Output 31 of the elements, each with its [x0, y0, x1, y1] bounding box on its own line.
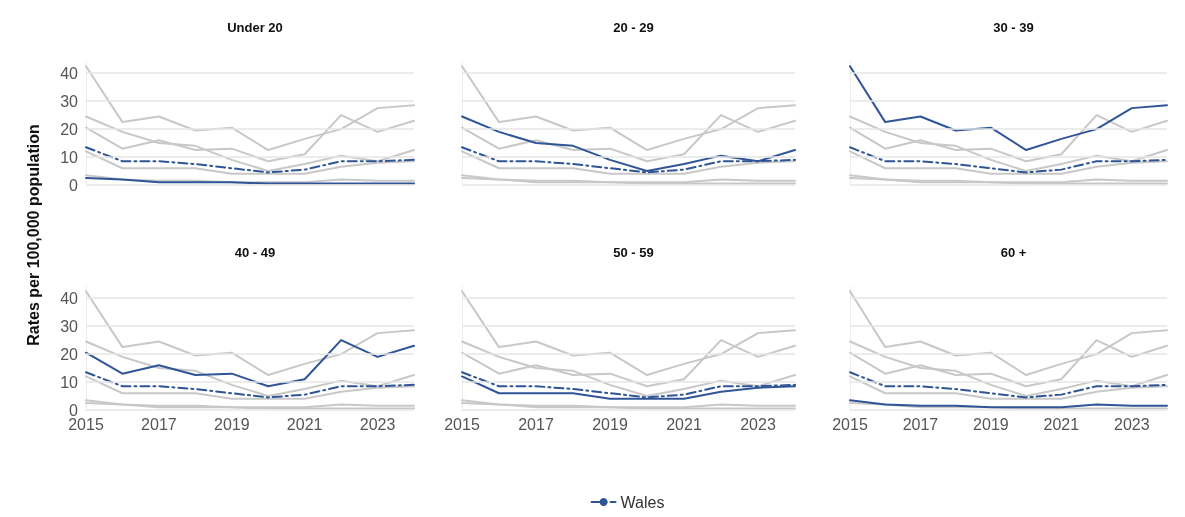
y-tick-label: 20	[60, 345, 79, 363]
x-tick-label: 2019	[592, 415, 628, 433]
x-tick-label: 2021	[666, 415, 702, 433]
chart-title: 20 - 29	[613, 20, 654, 35]
legend-label: Wales	[620, 493, 665, 511]
x-tick-label: 2017	[141, 415, 177, 433]
y-axis-title: Rates per 100,000 population	[25, 124, 43, 346]
chart-title: 40 - 49	[234, 245, 276, 260]
chart-title: 50 - 59	[613, 245, 654, 260]
y-tick-label: 40	[60, 64, 79, 82]
y-tick-label: 30	[60, 92, 79, 110]
y-tick-label: 30	[60, 317, 79, 335]
y-tick-label: 20	[60, 120, 79, 138]
chart-title: Under 20	[227, 20, 283, 35]
y-tick-label: 10	[60, 373, 79, 391]
x-tick-label: 2021	[286, 415, 323, 433]
y-tick-label: 0	[69, 176, 79, 194]
x-tick-label: 2023	[359, 415, 396, 433]
x-tick-label: 2023	[1113, 415, 1150, 433]
chart-title: 60 +	[1000, 245, 1027, 260]
y-tick-label: 10	[60, 148, 79, 166]
x-tick-label: 2023	[740, 415, 776, 433]
x-tick-label: 2015	[444, 415, 480, 433]
x-tick-label: 2019	[973, 415, 1009, 433]
x-tick-label: 2021	[1043, 415, 1080, 433]
x-tick-label: 2017	[518, 415, 554, 433]
y-tick-label: 40	[60, 289, 79, 307]
chart-title: 30 - 39	[993, 20, 1034, 35]
x-tick-label: 2019	[213, 415, 250, 433]
x-tick-label: 2015	[832, 415, 868, 433]
x-tick-label: 2017	[902, 415, 939, 433]
